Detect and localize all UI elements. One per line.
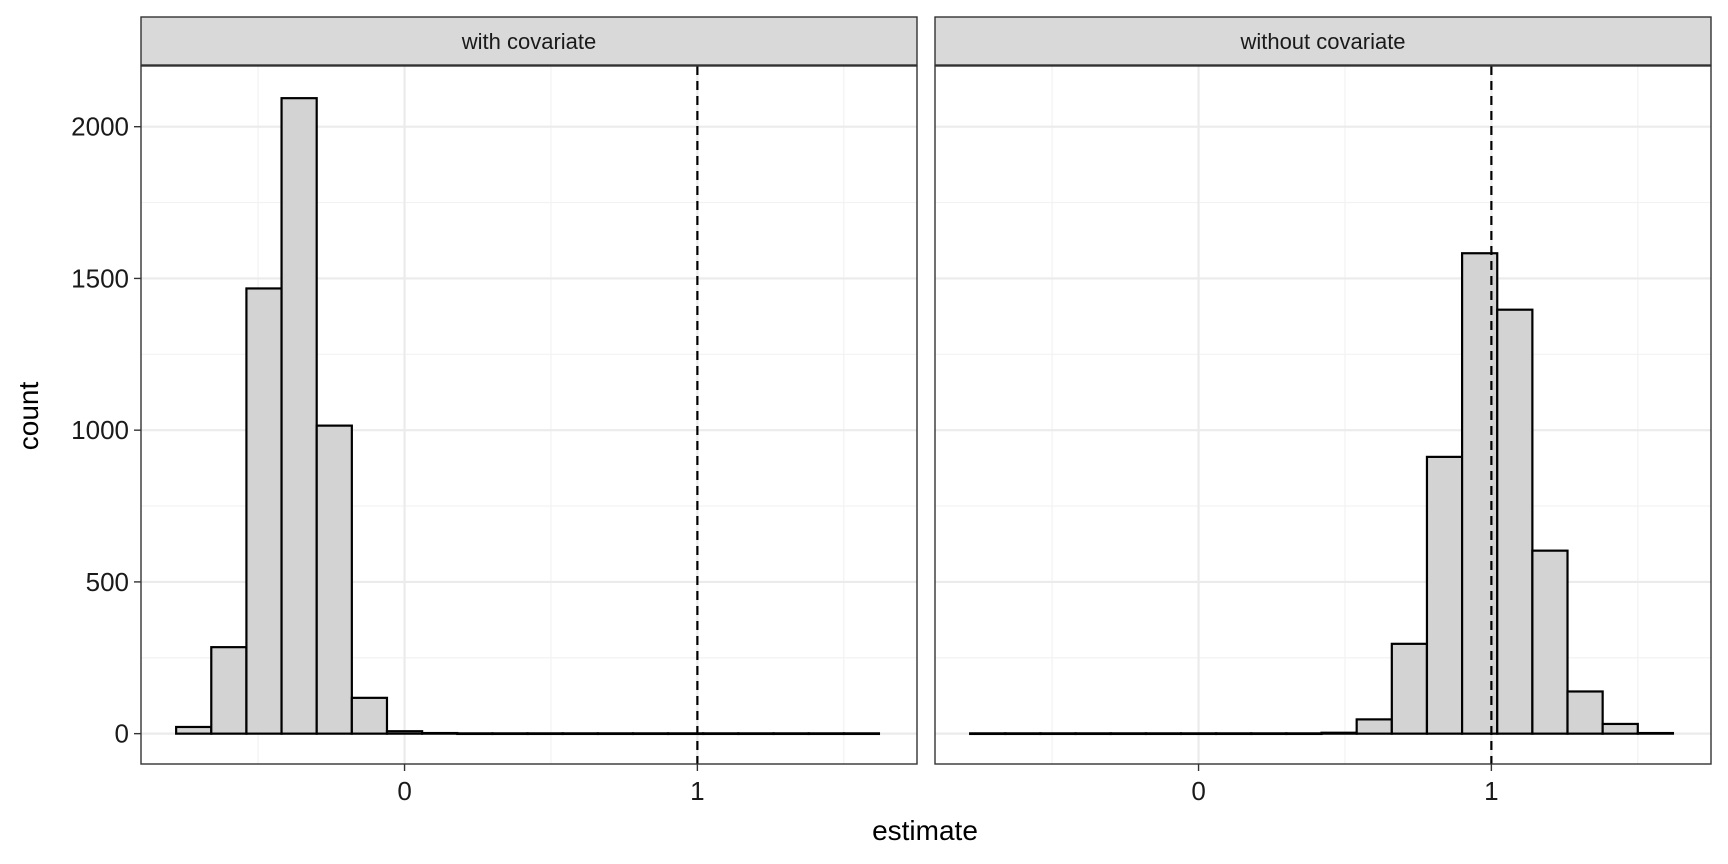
histogram-bar: [350, 696, 389, 735]
histogram-bar: [1355, 718, 1393, 735]
histogram-bar: [1390, 642, 1429, 735]
facet-strip-label: without covariate: [1239, 29, 1405, 54]
histogram-bar: [1144, 732, 1183, 736]
y-axis-title: count: [13, 382, 44, 451]
histogram-bar: [1285, 732, 1323, 736]
histogram-bar: [491, 732, 529, 736]
histogram-bar: [526, 732, 564, 736]
x-axis-title: estimate: [872, 815, 978, 846]
histogram-bar: [561, 732, 599, 736]
y-tick-label: 500: [86, 567, 129, 597]
panel-background: [935, 66, 1711, 764]
x-tick-label: 1: [1484, 776, 1498, 806]
histogram-bar: [421, 731, 459, 735]
histogram-bar: [1250, 732, 1288, 736]
histogram-bar: [807, 732, 845, 736]
y-tick-label: 1500: [71, 263, 129, 293]
panel-1: with covariate 0 1: [140, 16, 918, 806]
facet-strip: [934, 16, 1712, 66]
histogram-bar: [175, 725, 213, 735]
histogram-bar: [1074, 732, 1112, 736]
x-tick-label: 0: [397, 776, 411, 806]
histogram-bar: [1004, 732, 1042, 736]
histogram-bar: [210, 646, 248, 735]
histogram-bar: [1531, 549, 1569, 735]
facet-strip-label: with covariate: [461, 29, 597, 54]
histogram-bar: [280, 97, 318, 735]
histogram-bar: [315, 424, 353, 735]
histogram-bar: [772, 732, 810, 736]
panel-border: [934, 65, 1712, 765]
y-tick-label: 1000: [71, 415, 129, 445]
histogram-bar: [969, 732, 1007, 736]
panels: with covariate 0 1 without covariate 0 1: [140, 16, 1712, 806]
panel-border: [140, 65, 918, 765]
histogram-bar: [1566, 690, 1604, 735]
y-axis: 0 500 1000 1500 2000: [71, 112, 141, 749]
histogram-bar: [596, 732, 635, 736]
histogram-bar: [1215, 732, 1253, 736]
y-tick-label: 0: [115, 719, 129, 749]
x-tick-label: 0: [1191, 776, 1205, 806]
histogram-bar: [456, 732, 494, 736]
histogram-bar: [1425, 455, 1464, 735]
histogram-bar: [1601, 722, 1639, 735]
histogram-bar: [1179, 732, 1218, 736]
histogram-bar: [737, 732, 775, 736]
y-tick-label: 2000: [71, 112, 129, 142]
histogram-bar: [1039, 732, 1077, 736]
histogram-bar: [1496, 308, 1534, 735]
histogram-bar: [842, 732, 881, 736]
histogram-bar: [1636, 731, 1675, 735]
histogram-bar: [702, 732, 740, 736]
histogram-bar: [385, 730, 424, 735]
x-tick-label: 1: [690, 776, 704, 806]
histogram-bar: [1320, 731, 1358, 735]
facet-strip: [140, 16, 918, 66]
panel-2: without covariate 0 1: [934, 16, 1712, 806]
histogram-bar: [631, 732, 670, 736]
histogram-bar: [1109, 732, 1147, 736]
histogram-bar: [245, 287, 283, 735]
